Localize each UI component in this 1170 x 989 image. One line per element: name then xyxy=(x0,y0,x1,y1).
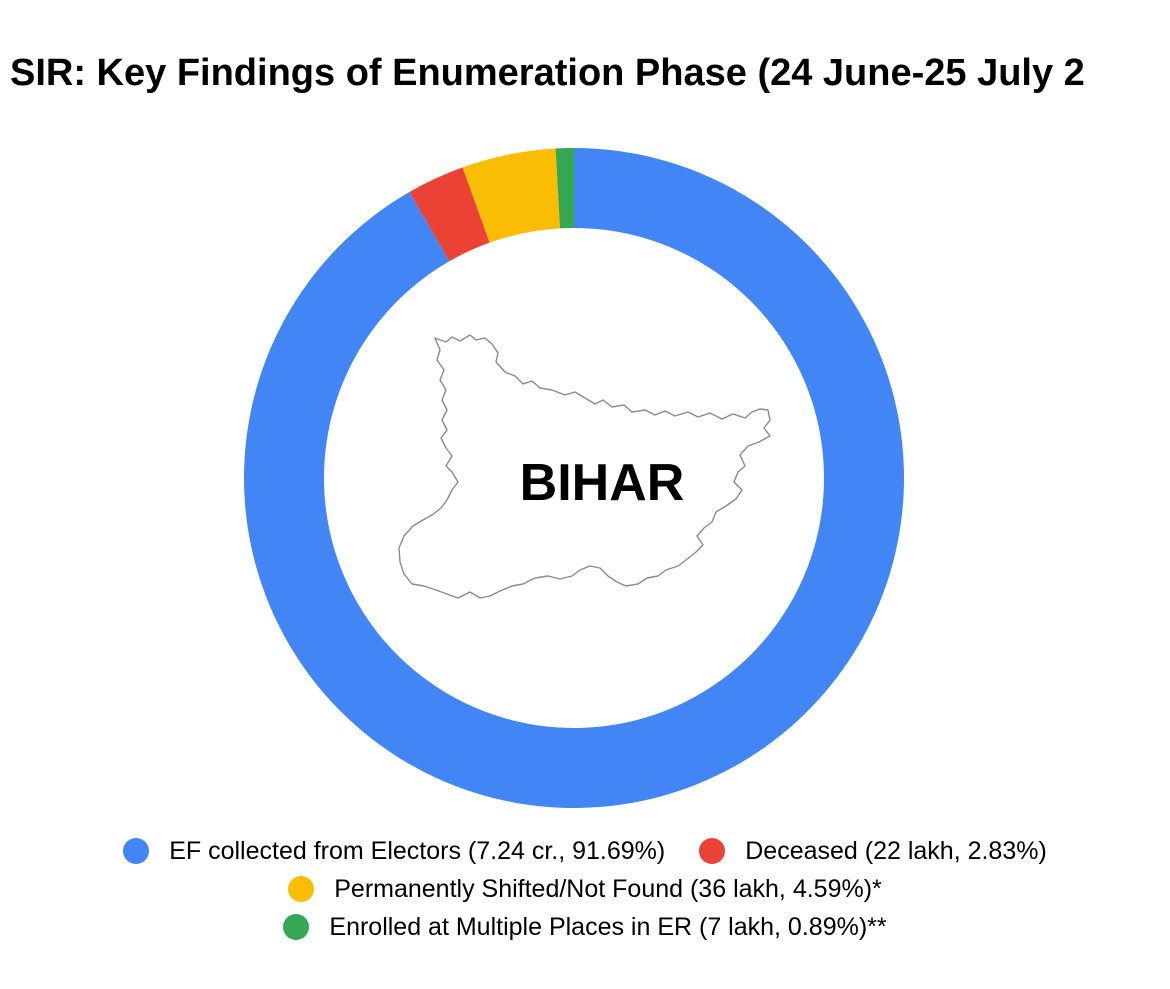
legend-item-ef-collected: EF collected from Electors (7.24 cr., 91… xyxy=(123,832,665,870)
legend-item-deceased: Deceased (22 lakh, 2.83%) xyxy=(699,832,1047,870)
slice-multiple-places xyxy=(555,148,574,229)
legend-label: Deceased (22 lakh, 2.83%) xyxy=(745,837,1047,865)
legend-label: EF collected from Electors (7.24 cr., 91… xyxy=(169,837,666,865)
legend-swatch-red xyxy=(699,838,726,864)
legend-item-multiple-places: Enrolled at Multiple Places in ER (7 lak… xyxy=(283,908,887,946)
legend-swatch-yellow xyxy=(288,876,315,902)
center-label: BIHAR xyxy=(520,454,685,512)
slice-deceased xyxy=(409,167,490,262)
legend-row-2: Permanently Shifted/Not Found (36 lakh, … xyxy=(0,870,1170,908)
donut-slices xyxy=(243,148,904,808)
legend-row-3: Enrolled at Multiple Places in ER (7 lak… xyxy=(0,908,1170,946)
legend-row-1: EF collected from Electors (7.24 cr., 91… xyxy=(0,832,1170,870)
legend-swatch-blue xyxy=(123,838,150,864)
bihar-map-icon xyxy=(398,334,771,599)
legend: EF collected from Electors (7.24 cr., 91… xyxy=(0,832,1170,946)
legend-label: Enrolled at Multiple Places in ER (7 lak… xyxy=(329,913,887,941)
legend-item-shifted: Permanently Shifted/Not Found (36 lakh, … xyxy=(288,870,882,908)
chart-title: SIR: Key Findings of Enumeration Phase (… xyxy=(10,52,1085,94)
legend-swatch-green xyxy=(283,914,310,940)
slice-shifted xyxy=(462,148,561,243)
legend-label: Permanently Shifted/Not Found (36 lakh, … xyxy=(334,875,882,903)
